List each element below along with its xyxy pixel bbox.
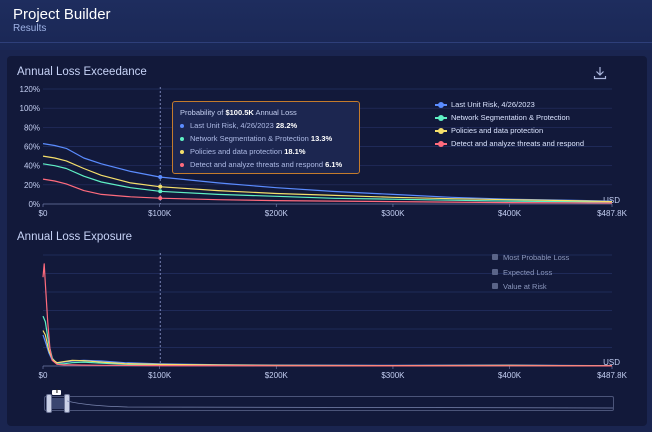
y-tick-label: 120%: [20, 85, 40, 94]
series-line-detect: [42, 178, 613, 204]
page-title: Project Builder: [13, 6, 111, 23]
legend-item-most-probable-loss[interactable]: Most Probable Loss: [492, 253, 569, 268]
chart-tooltip: Probability of $100.5K Annual Loss Last …: [172, 101, 360, 174]
legend-label: Most Probable Loss: [503, 253, 570, 262]
y-tick-label: 80%: [24, 123, 40, 132]
tooltip-row: Last Unit Risk, 4/26/2023 28.2%: [180, 121, 352, 134]
y-tick-label: 60%: [24, 143, 40, 152]
legend-marker-network-segmentation: [435, 115, 447, 121]
x-tick-label: $200K: [265, 209, 289, 218]
x-tick-label: $400K: [498, 209, 522, 218]
zoom-handle-left[interactable]: [46, 394, 52, 413]
legend-item-policies[interactable]: Policies and data protection: [435, 126, 584, 139]
tooltip-row: Policies and data protection 18.1%: [180, 147, 352, 160]
checkbox-icon: [492, 254, 498, 260]
tooltip-row-label: Detect and analyze threats and respond: [190, 160, 324, 169]
legend-label: Detect and analyze threats and respond: [451, 139, 585, 148]
tooltip-row-value: 28.2%: [275, 121, 298, 130]
x-tick-label: $0: [39, 209, 48, 218]
tooltip-amount: $100.5K: [225, 108, 254, 117]
tooltip-row-value: 13.3%: [310, 134, 333, 143]
exposure-legend: Most Probable Loss Expected Loss Value a…: [492, 253, 569, 297]
x-tick-label: $200K: [265, 371, 289, 380]
y-tick-label: 40%: [24, 162, 40, 171]
legend-item-detect[interactable]: Detect and analyze threats and respond: [435, 139, 584, 152]
tooltip-suffix: Annual Loss: [255, 108, 297, 117]
tooltip-row-value: 6.1%: [325, 160, 343, 169]
series-dot-icon: [180, 124, 184, 128]
tooltip-row-label: Last Unit Risk, 4/26/2023: [190, 121, 274, 130]
tooltip-prefix: Probability of: [180, 108, 224, 117]
legend-item-expected-loss[interactable]: Expected Loss: [492, 268, 569, 283]
series-line-network-segmentation: [42, 163, 613, 203]
exceedance-legend: Last Unit Risk, 4/26/2023 Network Segmen…: [435, 100, 584, 152]
x-tick-label: $300K: [381, 371, 405, 380]
cursor-point-detect: [158, 196, 163, 201]
legend-label: Policies and data protection: [451, 126, 544, 135]
x-tick-label: $487.8K: [597, 209, 627, 218]
legend-label: Network Segmentation & Protection: [451, 113, 570, 122]
tooltip-header: Probability of $100.5K Annual Loss: [180, 108, 352, 117]
cursor-point-network-segmentation: [158, 189, 163, 194]
series-line-policies: [42, 155, 613, 203]
x-unit-label: USD: [603, 358, 620, 367]
legend-marker-last-unit-risk: [435, 102, 447, 108]
y-tick-label: 100%: [20, 104, 40, 113]
x-tick-label: $400K: [498, 371, 522, 380]
y-tick-label: 0%: [28, 200, 40, 209]
header-divider: [0, 42, 652, 43]
zoom-slider[interactable]: [44, 394, 614, 413]
tooltip-row-value: 18.1%: [284, 147, 306, 156]
x-tick-label: $487.8K: [597, 371, 627, 380]
series-dot-icon: [180, 137, 184, 141]
legend-marker-policies: [435, 128, 447, 134]
app-header: Project Builder Results: [0, 0, 652, 50]
zoom-handle-right[interactable]: [64, 394, 70, 413]
exceedance-chart-title: Annual Loss Exceedance: [17, 66, 147, 78]
tooltip-row-label: Policies and data protection: [190, 147, 283, 156]
legend-item-network-segmentation[interactable]: Network Segmentation & Protection: [435, 113, 584, 126]
page-subtitle: Results: [13, 23, 47, 34]
legend-label: Value at Risk: [503, 282, 547, 291]
tooltip-row: Detect and analyze threats and respond 6…: [180, 160, 352, 173]
series-line-last-unit-risk: [42, 143, 613, 202]
legend-label: Last Unit Risk, 4/26/2023: [451, 100, 535, 109]
legend-item-last-unit-risk[interactable]: Last Unit Risk, 4/26/2023: [435, 100, 584, 113]
exposure-chart-title: Annual Loss Exposure: [17, 231, 133, 243]
series-line-last-unit-risk: [42, 334, 613, 367]
tooltip-row-label: Network Segmentation & Protection: [190, 134, 309, 143]
series-line-policies: [42, 330, 613, 367]
slider-grip-icon[interactable]: III: [52, 390, 61, 395]
legend-label: Expected Loss: [503, 267, 553, 277]
x-tick-label: $300K: [381, 209, 405, 218]
series-dot-icon: [180, 150, 184, 154]
zoom-window[interactable]: [50, 398, 66, 409]
series-line-network-segmentation: [42, 315, 613, 367]
x-tick-label: $100K: [148, 209, 172, 218]
tooltip-row: Network Segmentation & Protection 13.3%: [180, 134, 352, 147]
y-tick-label: 20%: [24, 181, 40, 190]
download-icon[interactable]: [593, 66, 607, 80]
cursor-point-policies: [158, 184, 163, 189]
checkbox-icon: [492, 268, 498, 275]
cursor-point-last-unit-risk: [158, 174, 163, 179]
series-line-detect: [42, 263, 613, 367]
x-tick-label: $0: [39, 371, 48, 380]
x-tick-label: $100K: [148, 371, 172, 380]
legend-marker-detect: [435, 141, 447, 147]
legend-item-value-at-risk[interactable]: Value at Risk: [492, 282, 569, 297]
checkbox-icon: [492, 283, 498, 289]
series-dot-icon: [180, 163, 184, 167]
slider-preview-line: [67, 400, 613, 409]
